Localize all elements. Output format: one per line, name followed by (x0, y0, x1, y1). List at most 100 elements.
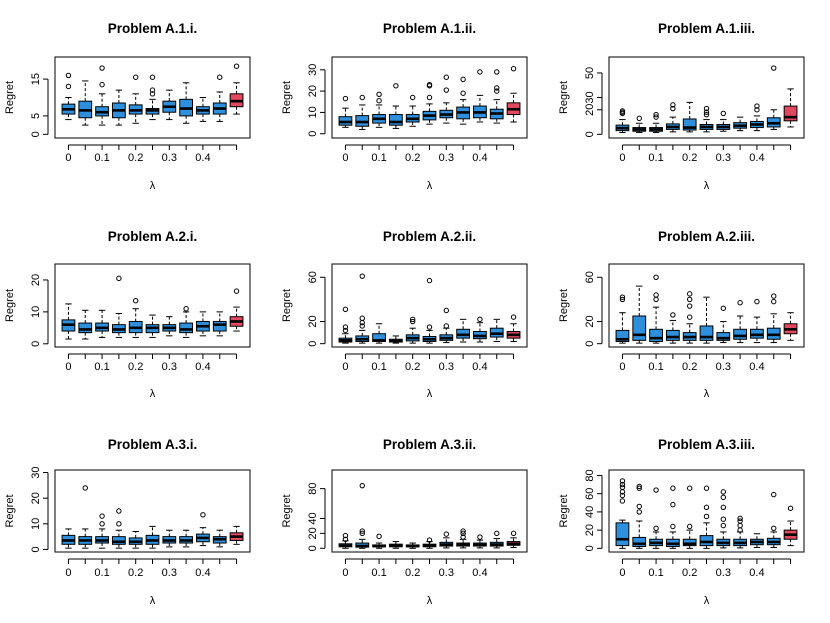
outlier-point (393, 83, 399, 89)
box-plot (506, 314, 521, 342)
x-tick-label: 0.3 (162, 567, 177, 579)
outlier-point (771, 298, 777, 305)
box-body (783, 105, 798, 122)
outlier-point (619, 108, 626, 114)
outlier-point (65, 83, 72, 90)
box-plot (615, 294, 630, 344)
outlier-point (686, 523, 693, 530)
box-plot (766, 65, 781, 130)
outlier-point (477, 534, 483, 540)
y-axis-label: Regret (558, 494, 570, 527)
outlier-point (619, 478, 626, 484)
panel: Problem A.2.iii. 0 20 60 Regret 0 0.1 0.2 0.3 0.4… (558, 229, 805, 400)
outlier-point (510, 314, 517, 320)
panel: Problem A.3.i. 0 10 20 30 Regret 0 0.1 0.2 0.3 0.4… (4, 437, 251, 607)
box-plot (162, 529, 177, 548)
box-plot (405, 94, 420, 127)
outlier-point (737, 518, 743, 524)
outlier-point (217, 74, 223, 80)
plot-frame (54, 56, 251, 139)
box-plot (372, 533, 386, 549)
outlier-point (771, 525, 777, 532)
box-plot (716, 305, 731, 344)
box-plot (162, 316, 177, 337)
outlier-point (443, 531, 450, 537)
y-tick-label: 0 (307, 545, 319, 551)
box-plot (439, 307, 454, 344)
x-tick-label: 0.2 (128, 567, 143, 579)
outlier-point (686, 314, 693, 320)
x-axis-label: λ (427, 180, 433, 192)
x-tick-label: 0 (65, 152, 71, 164)
y-tick-label: 10 (30, 518, 42, 530)
box-plot (422, 82, 437, 125)
box-plot (388, 335, 403, 344)
y-tick-label: 5 (30, 113, 42, 119)
y-tick-label: 20 (307, 527, 319, 539)
x-tick-label: 0.1 (371, 567, 386, 579)
box-plot (78, 309, 93, 340)
box-plot (372, 323, 386, 344)
box-body (212, 320, 227, 332)
box-plot (750, 533, 764, 548)
outlier-point (771, 491, 777, 498)
x-tick-label: 0 (65, 567, 71, 579)
y-tick-label: 60 (307, 271, 319, 283)
outlier-point (653, 111, 659, 118)
x-tick-label: 0.2 (682, 152, 697, 164)
x-tick-label: 0 (619, 567, 625, 579)
y-tick-label: 60 (584, 488, 596, 500)
outlier-point (720, 305, 727, 311)
outlier-point (116, 275, 122, 282)
plot-frame (54, 263, 251, 348)
outlier-point (686, 291, 693, 297)
outlier-point (619, 296, 626, 303)
x-axis-label: λ (150, 595, 156, 607)
box-plot (632, 483, 647, 549)
box-plot (473, 316, 487, 343)
y-tick-label: 20 (584, 524, 596, 536)
panel: Problem A.2.i. 0 10 20 Regret 0 0.1 0.2 0.3 0.4 λ (4, 229, 251, 400)
x-tick-label: 0.3 (716, 361, 731, 373)
x-tick-label: 0 (342, 361, 348, 373)
box-plot (179, 305, 194, 338)
outlier-point (359, 315, 365, 321)
y-tick-label: 30 (584, 91, 596, 103)
outlier-point (754, 298, 760, 305)
box-plot (338, 306, 353, 344)
panel-title: Problem A.3.i. (108, 437, 198, 452)
y-axis-label: Regret (4, 81, 16, 114)
outlier-point (359, 273, 365, 279)
box-plot (439, 74, 454, 124)
plot-frame (608, 469, 805, 553)
panel-title: Problem A.2.ii. (383, 229, 476, 244)
outlier-point (426, 537, 433, 543)
box-plot (456, 76, 471, 125)
outlier-point (342, 95, 349, 102)
x-tick-label: 0.3 (439, 152, 454, 164)
outlier-point (443, 323, 450, 329)
box-plot (355, 482, 370, 549)
box-plot (179, 529, 194, 548)
outlier-point (233, 288, 240, 294)
x-axis-label: λ (150, 388, 156, 400)
box-plot (766, 491, 781, 548)
box-plot (733, 116, 748, 132)
outlier-point (443, 307, 450, 314)
box-body (649, 328, 663, 342)
outlier-point (376, 91, 382, 98)
x-tick-label: 0.1 (648, 361, 663, 373)
outlier-point (359, 94, 365, 101)
outlier-point (460, 534, 466, 540)
x-tick-label: 0.4 (195, 567, 210, 579)
outlier-point (426, 324, 433, 330)
x-axis-label: λ (427, 388, 433, 400)
box-plot (61, 528, 76, 549)
box-plot (422, 277, 437, 344)
outlier-point (460, 90, 466, 96)
outlier-point (342, 532, 349, 539)
box-plot (632, 285, 647, 344)
y-tick-label: 80 (584, 469, 596, 481)
box-plot (456, 318, 471, 343)
outlier-point (653, 525, 659, 532)
